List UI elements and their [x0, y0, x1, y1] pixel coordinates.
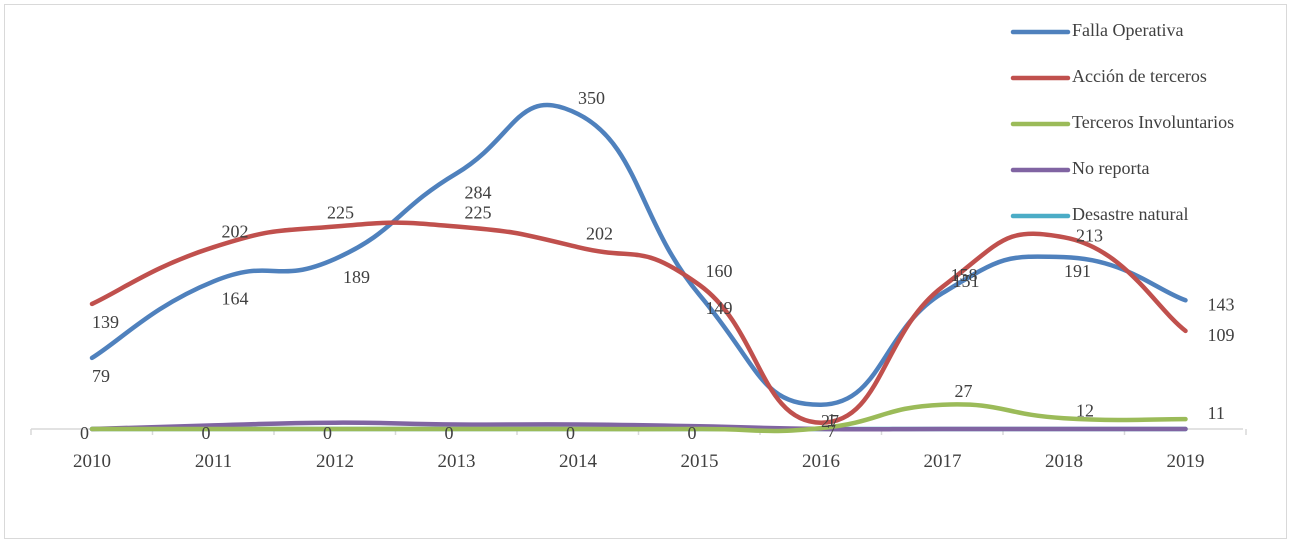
chart-frame: [4, 4, 1287, 539]
data-label: 11: [1208, 403, 1225, 423]
x-tick-label: 2014: [559, 451, 598, 472]
data-label: 0: [80, 423, 89, 443]
data-label: 0: [202, 423, 211, 443]
x-tick-label: 2015: [681, 451, 719, 472]
data-label: 1: [827, 410, 836, 430]
legend-label: Falla Operativa: [1072, 20, 1183, 40]
data-label: 109: [1208, 325, 1235, 345]
data-label: 189: [343, 267, 370, 287]
legend: Falla Operativa Acción de terceros Tercero…: [1010, 20, 1234, 224]
data-label: 284: [465, 183, 492, 203]
x-axis: 2010 2011 2012 2013 2014 2015 2016 2017 2018 2019: [30, 428, 1247, 472]
data-label: 27: [821, 411, 839, 431]
data-label: 225: [327, 203, 354, 223]
series-line-falla-operativa: [89, 102, 1188, 407]
data-label: 225: [465, 203, 492, 223]
x-tick-label: 2016: [802, 451, 840, 472]
data-label: 0: [566, 423, 575, 443]
data-label: 139: [92, 312, 119, 332]
data-label: 164: [222, 289, 249, 309]
data-label: 202: [222, 221, 249, 241]
data-label: 0: [688, 423, 697, 443]
x-tick-label: 2010: [73, 451, 111, 472]
data-label: 0: [323, 423, 332, 443]
legend-label: Desastre natural: [1072, 204, 1188, 224]
data-label: 143: [1208, 294, 1235, 314]
data-label: 151: [953, 271, 980, 291]
legend-item: No reporta: [1010, 158, 1149, 178]
data-label: 158: [951, 265, 978, 285]
legend-label: Acción de terceros: [1072, 66, 1207, 86]
data-label: 202: [586, 223, 613, 243]
legend-item: Acción de terceros: [1010, 66, 1207, 86]
data-label: 160: [706, 261, 733, 281]
x-tick-label: 2019: [1167, 451, 1205, 472]
data-label: 191: [1064, 261, 1091, 281]
legend-item: Desastre natural: [1010, 204, 1188, 224]
legend-item: Terceros Involuntarios: [1010, 112, 1234, 132]
legend-label: No reporta: [1072, 158, 1149, 178]
series-line-acción-de-terceros: [89, 220, 1188, 425]
data-labels: 79 164 189 284 350 149 27 151 191 143 139 202 225 225…: [80, 88, 1235, 443]
x-tick-label: 2011: [195, 451, 232, 472]
x-tick-label: 2017: [924, 451, 962, 472]
data-label: 149: [706, 298, 733, 318]
series-lines: [89, 102, 1188, 434]
data-label: 12: [1076, 400, 1094, 420]
x-tick-label: 2018: [1045, 451, 1083, 472]
series-line-no-reporta: [89, 420, 1188, 432]
legend-item: Falla Operativa: [1010, 20, 1183, 40]
data-label: 79: [92, 366, 110, 386]
data-label: 350: [578, 88, 605, 108]
legend-label: Terceros Involuntarios: [1072, 112, 1234, 132]
data-label: 0: [445, 423, 454, 443]
x-tick-label: 2013: [438, 451, 476, 472]
data-label: 27: [955, 381, 973, 401]
series-line-terceros-involuntarios: [89, 402, 1188, 434]
x-tick-label: 2012: [316, 451, 354, 472]
data-label: 213: [1076, 225, 1103, 245]
data-label: 7: [827, 421, 836, 441]
